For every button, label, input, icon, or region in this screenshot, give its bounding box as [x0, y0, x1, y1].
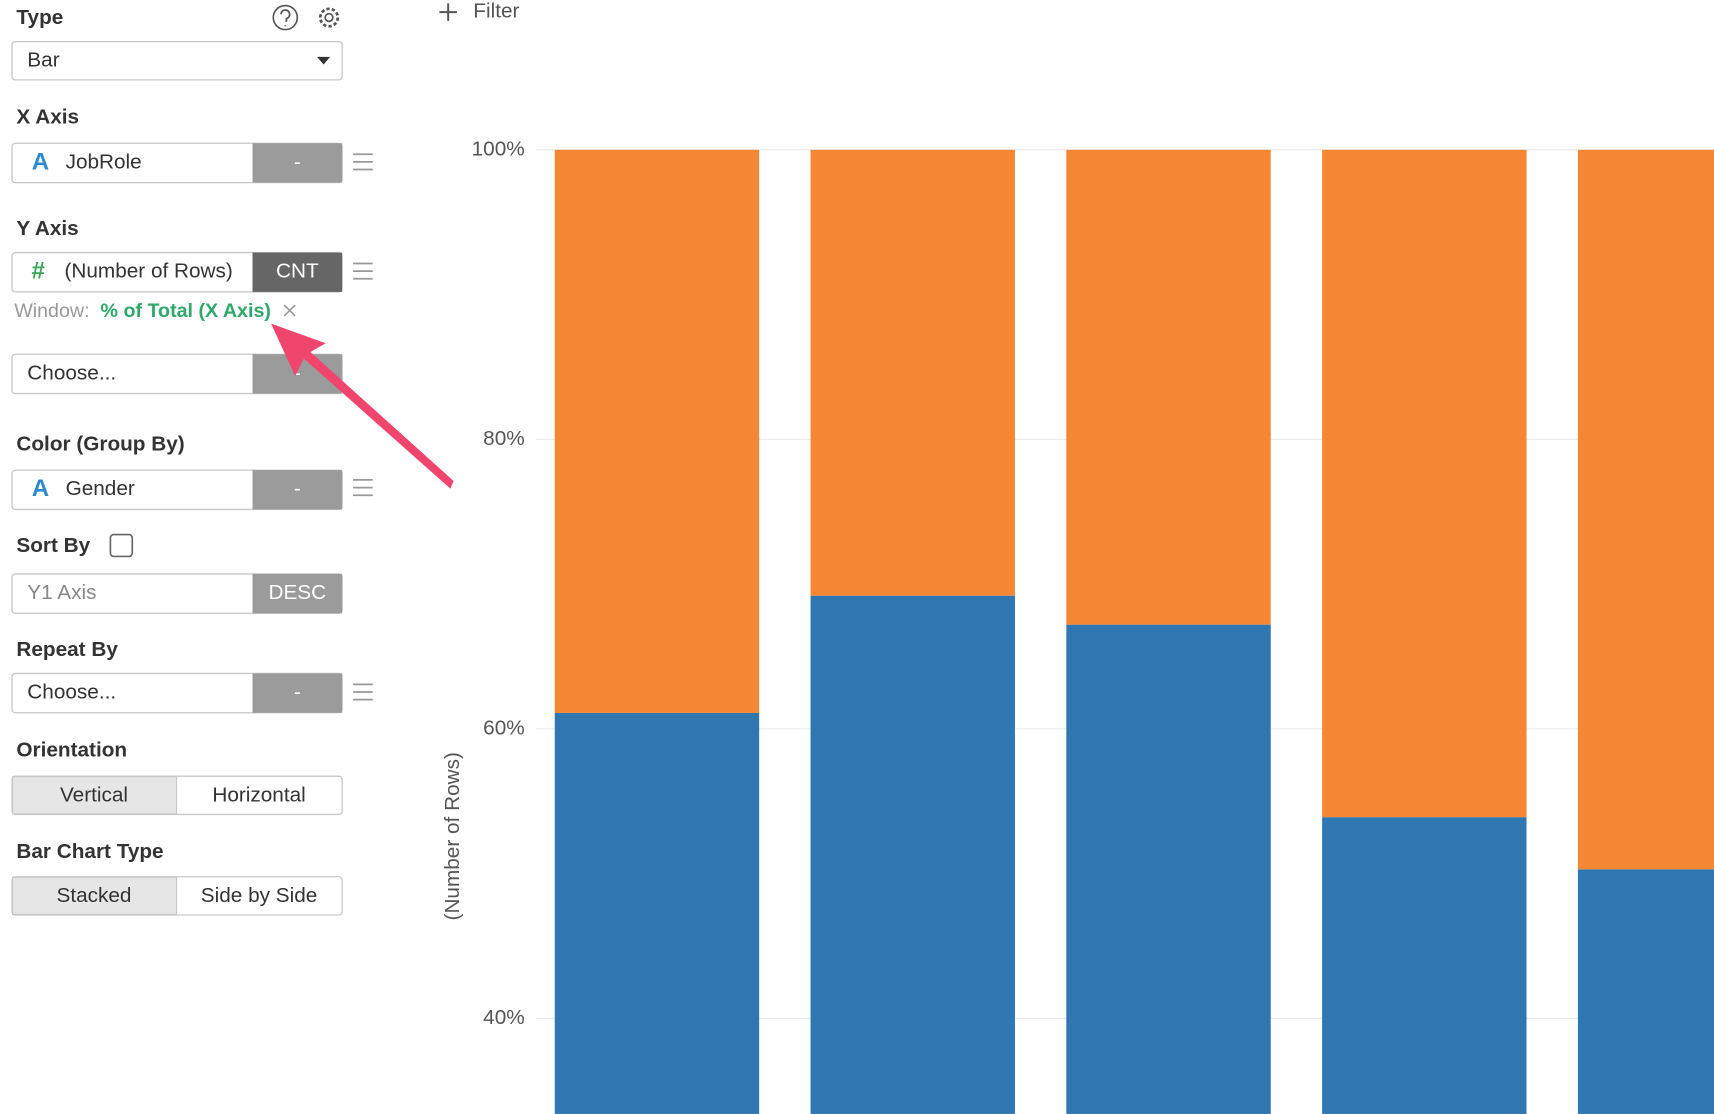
help-glyph	[280, 9, 291, 27]
menu-icon[interactable]	[353, 683, 373, 701]
segment-selected[interactable]	[12, 776, 178, 815]
bar-segment	[1322, 149, 1527, 818]
agg-button	[252, 252, 343, 292]
bar-segment	[810, 149, 1015, 596]
settings-hub	[324, 12, 334, 23]
annotation-arrow	[271, 323, 454, 489]
bar-segment	[1577, 149, 1714, 870]
field-name: JobRole	[66, 150, 142, 173]
bar-segment	[1322, 817, 1527, 1114]
sort-field[interactable]: Y1 Axis DESC	[11, 573, 343, 614]
repeat-field[interactable]: Choose... -	[11, 672, 343, 714]
type-icon: A	[32, 148, 49, 175]
filter-button[interactable]: Filter	[439, 0, 520, 23]
agg-button	[252, 470, 343, 510]
agg-button	[252, 673, 343, 713]
agg-label: CNT	[276, 260, 319, 283]
bar-segment	[810, 595, 1015, 1114]
type-dropdown[interactable]: Bar	[11, 40, 343, 81]
agg-button	[252, 143, 343, 183]
agg-label: -	[294, 681, 301, 704]
menu-icon[interactable]	[353, 262, 373, 280]
section-label: Repeat By	[16, 638, 118, 661]
y-axis-field[interactable]: # (Number of Rows) CNT	[11, 251, 343, 293]
bar-segment	[1066, 624, 1271, 1114]
y-axis-title: (Number of Rows)	[441, 752, 464, 920]
section-label: X Axis	[16, 106, 79, 129]
section-label: Y Axis	[16, 217, 78, 240]
checkbox[interactable]	[109, 533, 134, 558]
help-icon[interactable]	[272, 4, 299, 31]
bar-segment	[1066, 149, 1271, 625]
caret	[317, 56, 331, 65]
placeholder: Choose...	[27, 361, 116, 384]
bar-segment	[1577, 869, 1714, 1114]
section-label: Type	[16, 6, 63, 29]
settings-icon[interactable]	[318, 7, 340, 28]
agg-label: -	[294, 477, 301, 500]
x-axis-field[interactable]: A JobRole -	[11, 142, 343, 184]
placeholder: Choose...	[27, 681, 116, 704]
y-axis-extra-field[interactable]: Choose... -	[11, 353, 343, 395]
field-name: Gender	[66, 477, 135, 500]
section-label: Sort By	[16, 534, 90, 557]
field-name: (Number of Rows)	[64, 260, 232, 283]
segment-label[interactable]: Horizontal	[212, 783, 305, 806]
type-icon: A	[32, 475, 49, 502]
menu-icon[interactable]	[353, 153, 373, 171]
filter-label: Filter	[473, 0, 519, 23]
section-label: Orientation	[16, 739, 127, 762]
color-field[interactable]: A Gender -	[11, 469, 343, 511]
dropdown-value: Bar	[27, 49, 59, 72]
type-icon: #	[32, 258, 45, 285]
menu-icon[interactable]	[353, 479, 373, 497]
y-tick-label: 100%	[472, 137, 525, 160]
window-label: Window:	[14, 300, 89, 322]
y-tick-label: 60%	[483, 716, 525, 739]
remove-icon[interactable]	[283, 304, 296, 317]
window-value[interactable]: % of Total (X Axis)	[101, 300, 271, 322]
segment-selected[interactable]	[12, 876, 178, 915]
agg-label: -	[294, 150, 301, 173]
section-label: Color (Group By)	[16, 432, 184, 455]
placeholder: Y1 Axis	[27, 581, 96, 604]
section-label: Bar Chart Type	[16, 840, 163, 863]
plus-icon	[439, 3, 457, 21]
order-button	[252, 573, 343, 614]
dropdown-box	[11, 40, 343, 81]
y-tick-label: 80%	[483, 427, 525, 450]
bar-segment	[554, 149, 760, 713]
segment-label[interactable]: Side by Side	[201, 884, 318, 907]
agg-label: -	[294, 361, 301, 384]
y-tick-label: 40%	[483, 1006, 525, 1029]
order-label: DESC	[268, 581, 326, 604]
segment-label[interactable]: Vertical	[60, 783, 128, 806]
segment-label[interactable]: Stacked	[57, 884, 132, 907]
chart	[535, 149, 1714, 1114]
bar-segment	[554, 712, 760, 1114]
